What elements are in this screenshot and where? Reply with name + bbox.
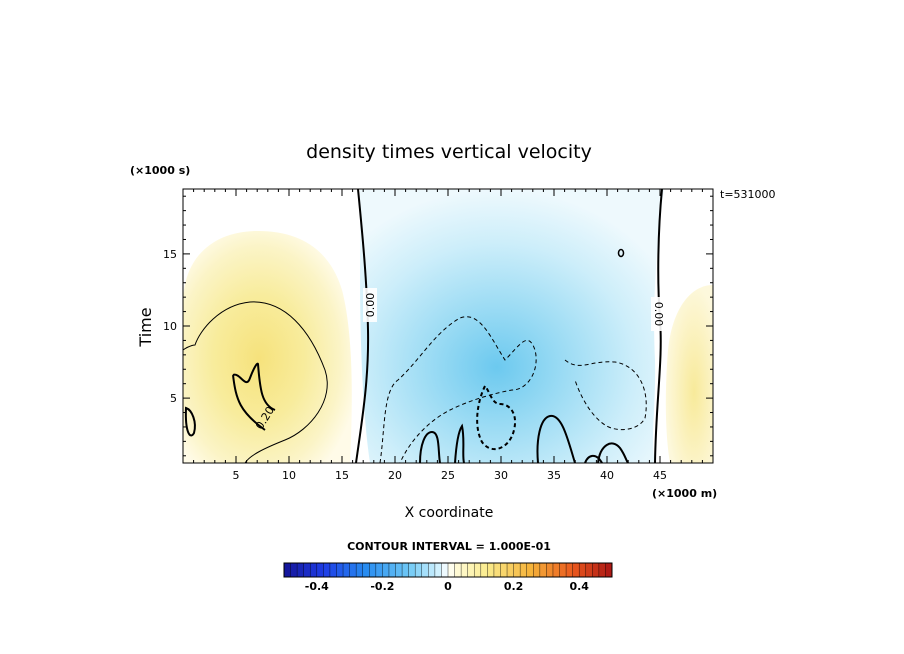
colorbar-tick-label: -0.2	[370, 580, 394, 593]
positive-region-left	[183, 230, 352, 463]
x-tick-label: 30	[494, 469, 508, 482]
colorbar-cell	[566, 563, 573, 577]
positive-region-right	[665, 285, 713, 463]
y-tick-label: 5	[170, 392, 177, 405]
colorbar-cell	[408, 563, 416, 577]
colorbar-cell	[493, 563, 501, 577]
colorbar-cell	[428, 563, 436, 577]
colorbar-cell	[546, 563, 554, 577]
positive-contour-inner	[232, 362, 276, 431]
colorbar-cell	[533, 563, 541, 577]
chart-title: density times vertical velocity	[306, 141, 592, 163]
contour-interval-text: CONTOUR INTERVAL = 1.000E-01	[347, 540, 551, 553]
time-label: t=531000	[720, 188, 776, 201]
axes: 5 10 15 20 25 30 35 40 45 5 10 15	[163, 189, 713, 482]
negative-contour-right-dashed	[564, 359, 647, 431]
colorbar-cell	[310, 563, 318, 577]
contour-label-zero-right: 0.00	[652, 302, 665, 327]
colorbar-cell	[520, 563, 528, 577]
colorbar-cell	[598, 563, 606, 577]
colorbar-cell	[461, 563, 468, 577]
y-axis-label: Time	[136, 307, 155, 347]
colorbar-tick-label: 0.2	[504, 580, 524, 593]
colorbar-cell	[441, 563, 449, 577]
colorbar-cell	[421, 563, 429, 577]
colorbar-cell	[382, 563, 390, 577]
zero-contour-left	[355, 189, 370, 463]
colorbar-cell	[388, 563, 396, 577]
x-axis-label: X coordinate	[405, 505, 494, 521]
x-tick-label: 5	[233, 469, 240, 482]
negative-contour-dashed	[379, 316, 537, 463]
colorbar-cell	[507, 563, 514, 577]
colorbar-cell	[375, 563, 383, 577]
x-unit-label: (×1000 m)	[652, 487, 717, 500]
x-tick-label: 15	[335, 469, 349, 482]
colorbar-cell	[487, 563, 495, 577]
negative-contour-core	[476, 384, 516, 451]
x-tick-label: 25	[441, 469, 455, 482]
colorbar-cell	[572, 563, 580, 577]
zero-contour-dot	[617, 248, 625, 258]
y-unit-label: (×1000 s)	[130, 164, 190, 177]
colorbar-cell	[349, 563, 357, 577]
x-tick-label: 45	[653, 469, 667, 482]
colorbar-cell	[395, 563, 403, 577]
x-tick-label: 10	[282, 469, 296, 482]
colorbar-cell	[415, 563, 423, 577]
positive-contour-outer	[183, 301, 328, 463]
colorbar-cell	[454, 563, 462, 577]
zero-contour-bump-3	[536, 415, 576, 463]
colorbar-cell	[362, 563, 370, 577]
positive-contour-small	[184, 406, 196, 437]
colorbar-cell	[369, 563, 377, 577]
colorbar-cell	[480, 563, 488, 577]
colorbar-cell	[585, 563, 593, 577]
colorbar-cell	[356, 563, 364, 577]
colorbar-cell	[284, 563, 291, 577]
x-tick-label: 20	[388, 469, 402, 482]
colorbar-cell	[402, 563, 409, 577]
field-layer	[183, 189, 713, 463]
colorbar-cell	[513, 563, 521, 577]
zero-contour-bump-5	[597, 442, 629, 463]
colorbar-tick-label: -0.4	[305, 580, 329, 593]
colorbar-cell	[434, 563, 442, 577]
colorbar-cell	[474, 563, 482, 577]
colorbar-cell	[605, 563, 613, 577]
colorbar-cell	[500, 563, 508, 577]
colorbar: -0.4 -0.2 0 0.2 0.4	[283, 562, 613, 593]
x-tick-label: 35	[547, 469, 561, 482]
colorbar-cell	[297, 563, 304, 577]
colorbar-cell	[290, 563, 298, 577]
zero-contour-bump-2	[454, 423, 465, 463]
colorbar-cell	[329, 563, 337, 577]
colorbar-cell	[323, 563, 331, 577]
colorbar-cell	[448, 563, 455, 577]
contour-label-zero-left: 0.00	[364, 293, 377, 318]
y-tick-label: 15	[163, 248, 177, 261]
y-tick-label: 10	[163, 320, 177, 333]
colorbar-frame	[283, 562, 613, 578]
colorbar-cell	[316, 563, 324, 577]
colorbar-cell	[539, 563, 547, 577]
colorbar-cell	[526, 563, 534, 577]
colorbar-cell	[559, 563, 567, 577]
colorbar-tick-label: 0.4	[569, 580, 589, 593]
x-tick-label: 40	[600, 469, 614, 482]
negative-region	[360, 189, 664, 463]
contour-lines	[183, 189, 663, 463]
colorbar-cell	[303, 563, 311, 577]
colorbar-cell	[343, 563, 350, 577]
zero-contour-bump-1	[419, 430, 441, 463]
colorbar-cell	[467, 563, 475, 577]
colorbar-tick-label: 0	[444, 580, 452, 593]
colorbar-cell	[579, 563, 587, 577]
colorbar-cell	[336, 563, 344, 577]
colorbar-cell	[552, 563, 560, 577]
colorbar-cell	[592, 563, 600, 577]
